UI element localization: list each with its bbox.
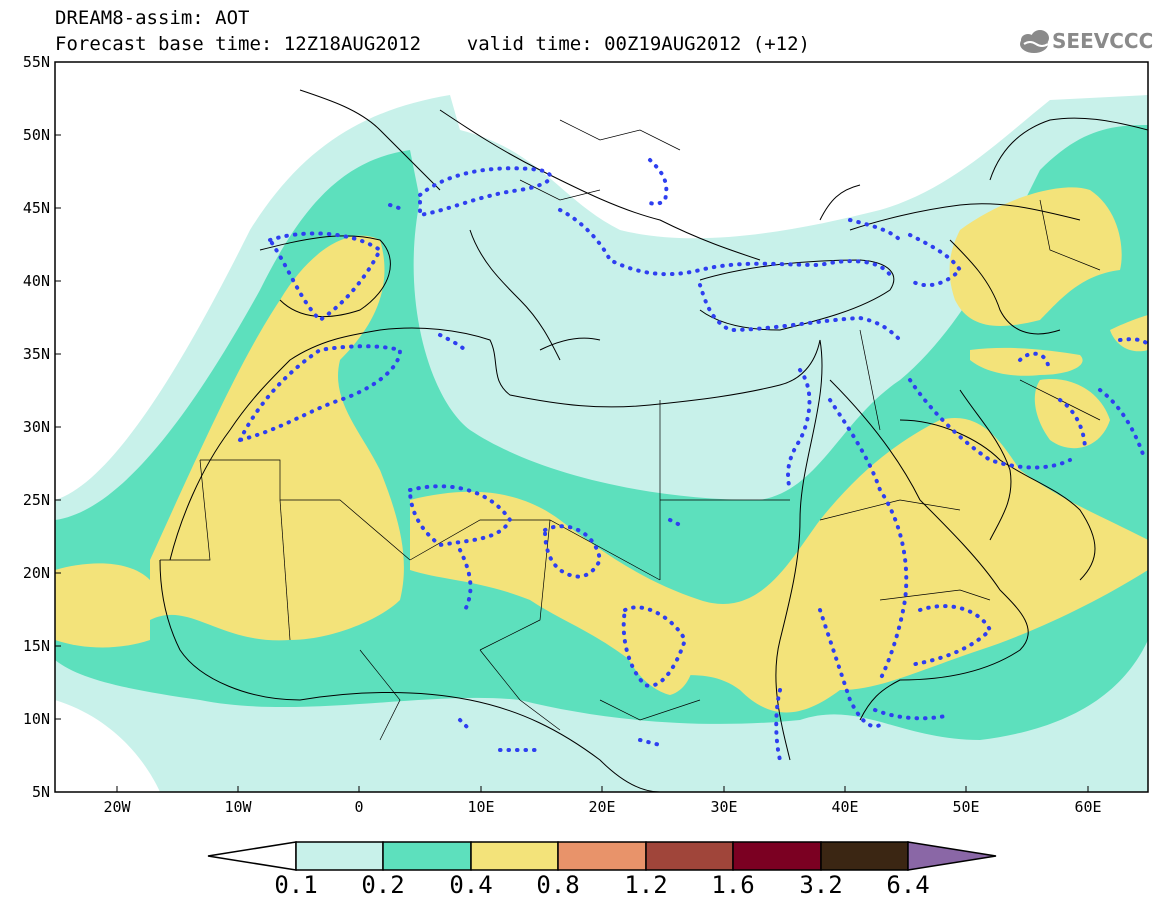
y-tick-label: 25N [23,491,50,509]
y-tick-label: 10N [23,710,50,728]
aot-0.4-0.8-region [150,235,404,641]
forecast-time-line: Forecast base time: 12Z18AUG2012 valid t… [55,33,810,55]
seevccc-logo [1020,30,1049,53]
aot-0.4-0.8-region [970,347,1083,376]
axis-ticks [55,134,1089,792]
coastlines [159,89,1148,792]
y-tick-label: 50N [23,126,50,144]
x-tick-label: 30E [710,798,737,816]
x-tick-label: 10W [224,798,252,816]
x-tick-label: 0 [354,798,363,816]
y-tick-label: 30N [23,418,50,436]
aot-0.4-0.8-region [949,187,1122,326]
contour-lines [236,158,1148,762]
aot-0.4-0.8-region [620,625,694,695]
y-tick-label: 55N [23,53,50,71]
cloud-icon [1020,30,1049,53]
map-title: DREAM8-assim: AOT [55,7,250,29]
aot-0.4-0.8-region [410,418,1148,713]
y-tick-label: 20N [23,564,50,582]
aot-0.4-0.8-region [55,563,150,648]
logo-text: SEEVCCC [1052,29,1154,53]
x-tick-label: 50E [952,798,979,816]
y-tick-label: 45N [23,199,50,217]
y-tick-label: 5N [32,783,50,801]
y-tick-label: 40N [23,272,50,290]
aot-0.4-0.8-region [1110,315,1148,352]
x-tick-label: 40E [831,798,858,816]
x-tick-label: 20E [588,798,615,816]
y-tick-label: 35N [23,345,50,363]
x-tick-label: 20W [103,798,131,816]
country-borders [160,119,1101,741]
x-tick-label: 60E [1074,798,1101,816]
x-tick-label: 10E [467,798,494,816]
y-tick-label: 15N [23,637,50,655]
